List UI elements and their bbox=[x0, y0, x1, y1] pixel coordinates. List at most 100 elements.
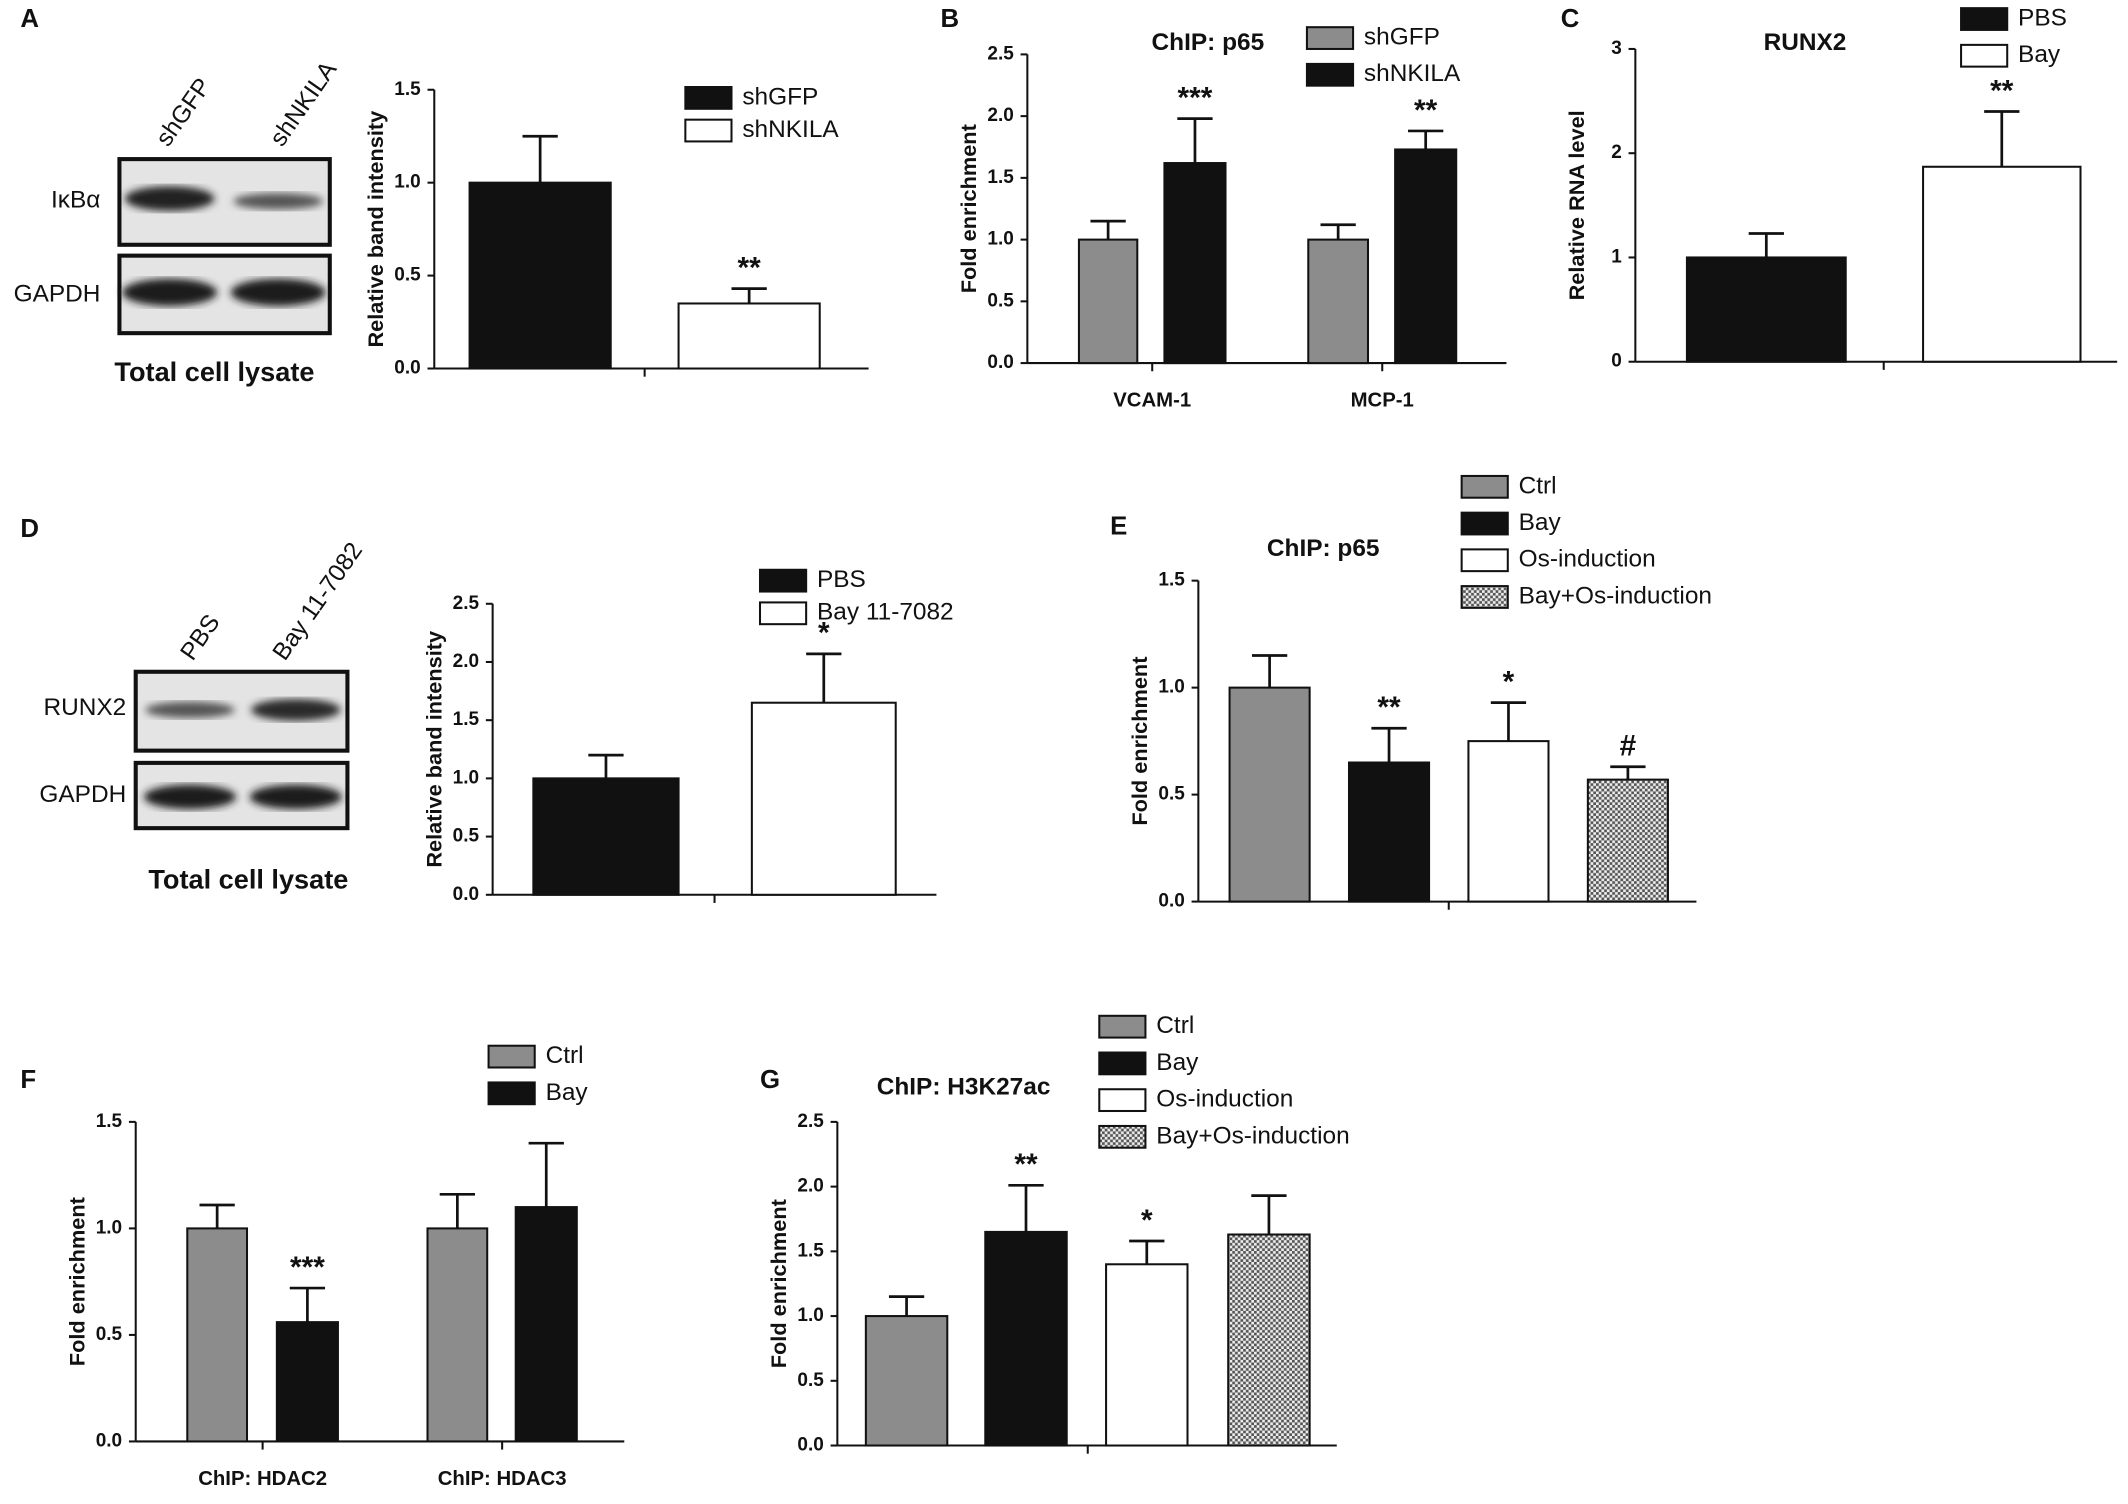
blot-row: IκBα bbox=[51, 187, 100, 214]
legend-label: Bay bbox=[1519, 509, 1562, 536]
legend-swatch bbox=[1960, 43, 2009, 68]
y-tick-label: 2.5 bbox=[797, 1111, 824, 1132]
legend-label: PBS bbox=[2018, 4, 2067, 31]
chart-title: ChIP: p65 bbox=[1267, 535, 1380, 562]
y-tick-label: 0.5 bbox=[394, 265, 421, 286]
y-tick-label: 0.0 bbox=[797, 1435, 823, 1456]
y-tick-label: 0.0 bbox=[987, 352, 1013, 373]
blot-row: GAPDH bbox=[14, 281, 101, 308]
y-tick-label: 0.5 bbox=[96, 1324, 123, 1345]
legend-swatch bbox=[1305, 26, 1355, 50]
y-tick-label: 0.0 bbox=[1158, 891, 1184, 912]
y-tick-label: 1.5 bbox=[987, 167, 1014, 188]
y-axis-label: Relative RNA level bbox=[1564, 110, 1589, 300]
bar bbox=[514, 1206, 578, 1443]
legend-label: shGFP bbox=[1364, 24, 1440, 51]
bar bbox=[186, 1227, 249, 1443]
legend-label: shNKILA bbox=[742, 116, 839, 143]
bar bbox=[677, 302, 821, 370]
bar bbox=[1227, 1233, 1311, 1447]
y-tick-label: 0.5 bbox=[453, 826, 480, 847]
bar bbox=[275, 1321, 339, 1443]
y-tick-label: 2.0 bbox=[453, 651, 479, 672]
legend-label: Bay+Os-induction bbox=[1156, 1122, 1349, 1149]
bar bbox=[1586, 778, 1669, 903]
legend-swatch bbox=[758, 568, 808, 593]
significance: ** bbox=[1014, 1148, 1038, 1181]
y-tick-label: 1.5 bbox=[1158, 570, 1185, 591]
blot-row: RUNX2 bbox=[43, 694, 126, 721]
legend-swatch bbox=[1460, 474, 1509, 499]
panel-letter: C bbox=[1561, 5, 1580, 33]
y-tick-label: 0.5 bbox=[797, 1370, 824, 1391]
legend-label: shNKILA bbox=[1364, 60, 1461, 87]
y-tick-label: 1.5 bbox=[453, 709, 480, 730]
y-tick-label: 1.0 bbox=[987, 229, 1013, 250]
significance: *** bbox=[1178, 81, 1213, 114]
blot-column: shGFP bbox=[151, 73, 217, 151]
y-tick-label: 1.0 bbox=[394, 172, 420, 193]
legend-label: Ctrl bbox=[546, 1042, 584, 1069]
panel-letter: A bbox=[20, 5, 39, 33]
x-tick-label: VCAM-1 bbox=[1113, 390, 1191, 412]
bar bbox=[1228, 686, 1311, 903]
panel-letter: D bbox=[20, 515, 39, 543]
y-axis-label: Fold enrichment bbox=[766, 1199, 791, 1368]
blot-caption: Total cell lysate bbox=[114, 356, 314, 387]
y-tick-label: 0.5 bbox=[987, 290, 1014, 311]
significance: ** bbox=[1377, 691, 1401, 724]
panel-letter: F bbox=[20, 1066, 36, 1094]
y-axis-label: Fold enrichment bbox=[956, 124, 981, 293]
blot-caption: Total cell lysate bbox=[148, 863, 348, 894]
legend-swatch bbox=[684, 86, 733, 110]
chart-title: RUNX2 bbox=[1764, 29, 1847, 56]
legend-label: Ctrl bbox=[1519, 472, 1557, 499]
x-tick-label: ChIP: HDAC2 bbox=[198, 1468, 327, 1490]
y-axis-label: Fold enrichment bbox=[64, 1197, 89, 1366]
bar bbox=[1685, 256, 1847, 363]
y-tick-label: 2.0 bbox=[797, 1176, 823, 1197]
chart-title: ChIP: H3K27ac bbox=[877, 1073, 1051, 1100]
bar bbox=[750, 701, 897, 896]
x-tick-label: ChIP: HDAC3 bbox=[438, 1468, 567, 1490]
legend-label: Os-induction bbox=[1156, 1086, 1293, 1113]
bar bbox=[1163, 162, 1227, 365]
panel-letter: G bbox=[760, 1066, 780, 1094]
legend-label: shGFP bbox=[742, 83, 818, 110]
bar bbox=[1347, 761, 1431, 903]
bar bbox=[1307, 238, 1370, 365]
legend-label: Bay 11-7082 bbox=[817, 599, 954, 626]
legend-swatch bbox=[1098, 1124, 1147, 1149]
y-tick-label: 1.0 bbox=[96, 1217, 122, 1238]
legend-swatch bbox=[1460, 548, 1509, 573]
blot-d: PBS Bay 11-7082 RUNX2 GAPDH Total cell l… bbox=[39, 538, 368, 895]
y-tick-label: 1 bbox=[1611, 246, 1622, 267]
y-tick-label: 1.0 bbox=[453, 767, 479, 788]
legend-swatch bbox=[487, 1081, 536, 1106]
bar bbox=[1922, 165, 2082, 363]
legend-label: Os-induction bbox=[1519, 546, 1656, 573]
panel-letter: E bbox=[1110, 512, 1127, 540]
bar bbox=[864, 1315, 949, 1447]
blot-a: shGFP shNKILA IκBα GAPDH Total cell lysa… bbox=[14, 56, 343, 387]
legend-swatch bbox=[1098, 1014, 1147, 1039]
y-tick-label: 2.5 bbox=[453, 593, 480, 614]
y-tick-label: 2 bbox=[1611, 142, 1622, 163]
y-axis-label: Fold enrichment bbox=[1127, 657, 1152, 826]
bar bbox=[984, 1230, 1068, 1447]
blot-row: GAPDH bbox=[39, 781, 126, 808]
significance: * bbox=[1503, 665, 1515, 698]
significance: ** bbox=[738, 251, 762, 284]
y-tick-label: 1.0 bbox=[1158, 677, 1184, 698]
bar bbox=[1467, 740, 1550, 903]
significance: *** bbox=[290, 1251, 325, 1284]
y-tick-label: 1.5 bbox=[797, 1240, 824, 1261]
legend-swatch bbox=[1460, 585, 1509, 609]
legend-label: PBS bbox=[817, 566, 866, 593]
legend-label: Bay+Os-induction bbox=[1519, 582, 1712, 609]
blot-column: shNKILA bbox=[265, 56, 343, 151]
x-tick-label: MCP-1 bbox=[1351, 390, 1414, 412]
y-tick-label: 0.0 bbox=[394, 358, 420, 379]
blot-column: PBS bbox=[175, 610, 225, 666]
